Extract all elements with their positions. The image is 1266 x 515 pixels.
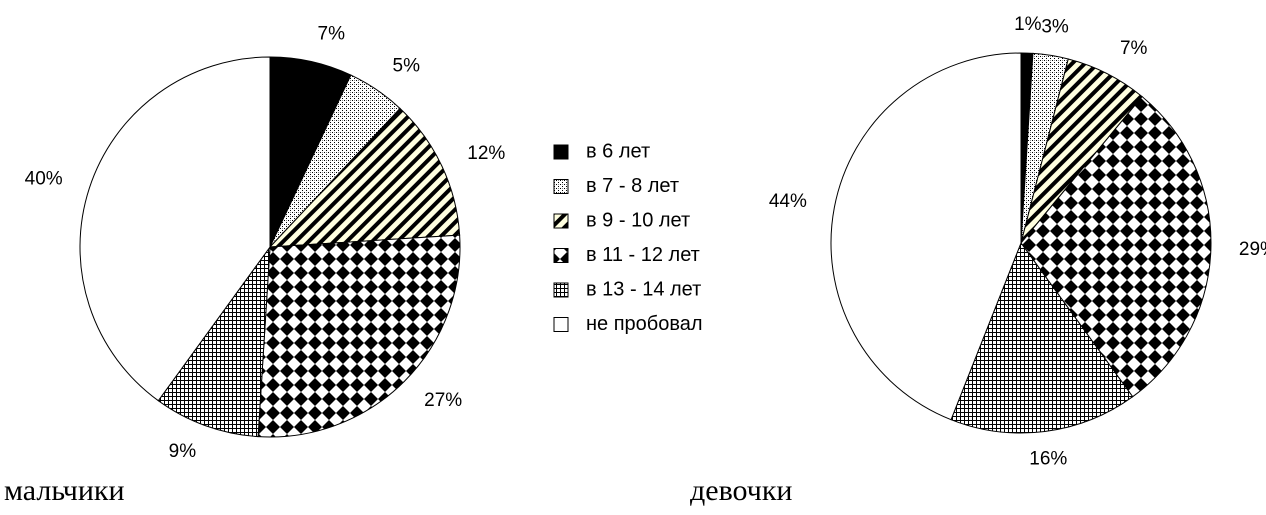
legend-label: в 11 - 12 лет bbox=[586, 244, 700, 266]
legend-label: в 7 - 8 лет bbox=[586, 175, 679, 197]
data-label: 12% bbox=[467, 143, 505, 164]
data-label: 27% bbox=[424, 390, 462, 411]
pie-slice bbox=[1020, 95, 1212, 398]
data-label: 9% bbox=[169, 441, 197, 462]
pie-slice bbox=[950, 241, 1134, 434]
legend-label: в 6 лет bbox=[586, 140, 650, 162]
chart-title: мальчики bbox=[4, 474, 125, 507]
chart-title: девочки bbox=[690, 474, 792, 507]
pie-slice bbox=[830, 52, 1022, 421]
legend-swatch bbox=[553, 317, 569, 332]
data-label: 29% bbox=[1239, 239, 1266, 260]
data-label: 1% bbox=[1014, 14, 1042, 35]
pie-slice bbox=[157, 245, 271, 438]
data-label: 7% bbox=[318, 23, 346, 44]
legend-swatch bbox=[553, 213, 569, 229]
legend-swatch bbox=[553, 144, 569, 160]
legend-swatch bbox=[553, 179, 569, 194]
legend-label: не пробовал bbox=[586, 313, 703, 335]
legend-swatch bbox=[553, 282, 569, 298]
legend-label: в 9 - 10 лет bbox=[586, 209, 690, 231]
pie-slice bbox=[268, 107, 461, 248]
data-label: 3% bbox=[1041, 17, 1069, 38]
data-label: 44% bbox=[769, 191, 807, 212]
data-label: 7% bbox=[1120, 38, 1148, 59]
data-label: 16% bbox=[1029, 448, 1067, 469]
data-label: 40% bbox=[25, 169, 63, 190]
pie-slice bbox=[257, 234, 461, 438]
legend-label: в 13 - 14 лет bbox=[586, 278, 701, 300]
data-label: 5% bbox=[393, 56, 421, 77]
pie-slice bbox=[79, 56, 271, 402]
legend-swatch bbox=[553, 248, 569, 263]
